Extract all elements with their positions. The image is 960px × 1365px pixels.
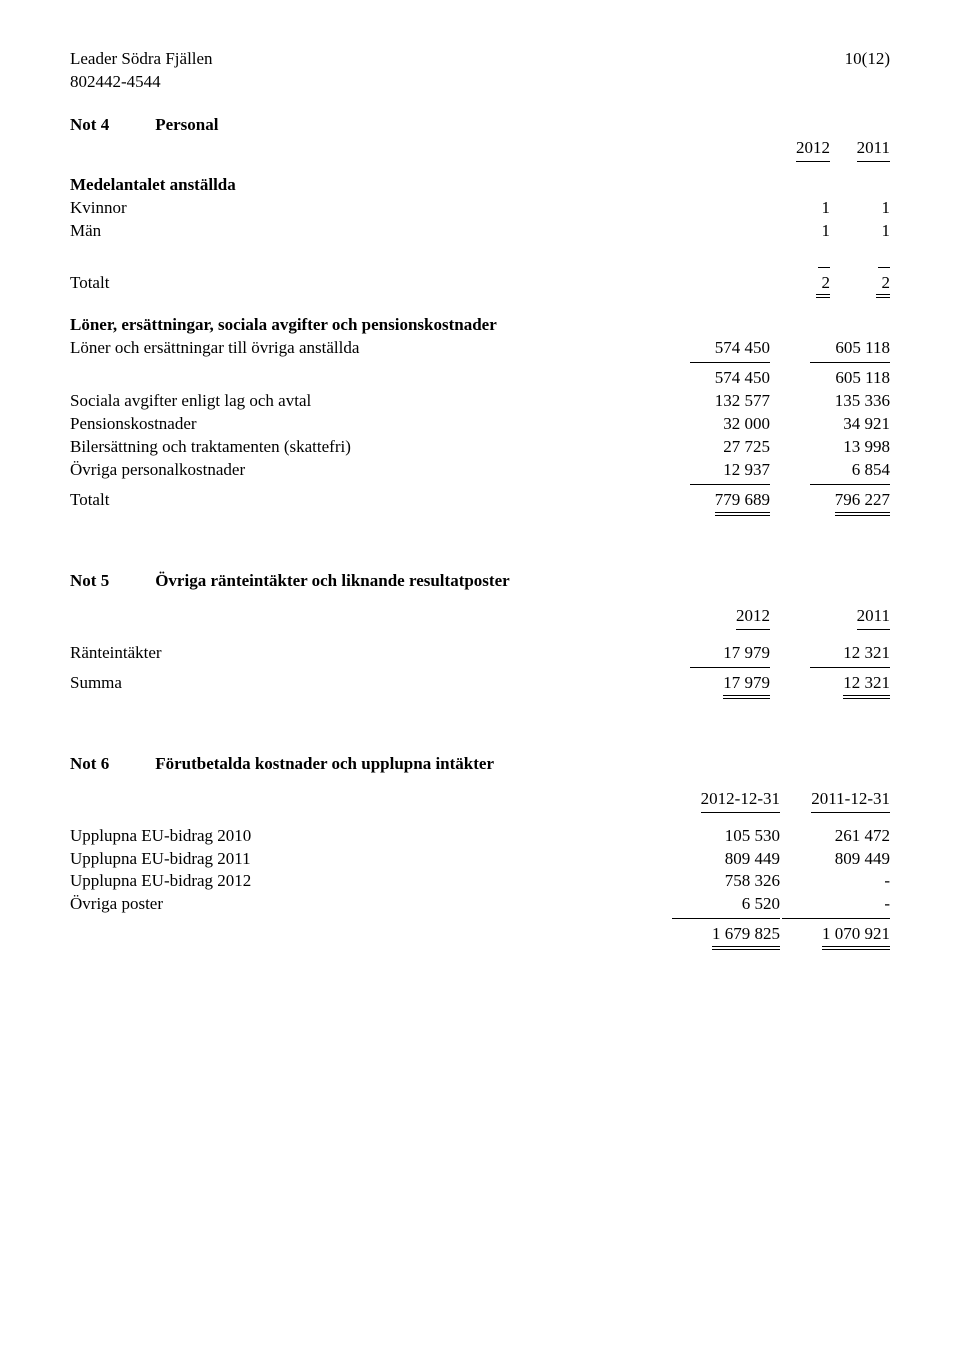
table-row: Bilersättning och traktamenten (skattefr… [70, 436, 890, 459]
table-row: Kvinnor11 [70, 197, 890, 220]
row-value: 105 530 [670, 825, 780, 848]
table-row: Upplupna EU-bidrag 2012758 326- [70, 870, 890, 893]
row-label: Pensionskostnader [70, 413, 650, 436]
row-label: Löner och ersättningar till övriga anstä… [70, 337, 650, 360]
page-indicator: 10(12) [845, 48, 890, 94]
not4-year-header: 2012 2011 [70, 137, 890, 162]
row-value: 6 854 [770, 459, 890, 482]
col-header: 2012-12-31 [701, 788, 780, 813]
row-value: 758 326 [670, 870, 780, 893]
row-value: 779 689 [715, 489, 770, 512]
row-value: 12 321 [770, 642, 890, 665]
row-value: 12 321 [843, 672, 890, 695]
row-value: 1 [830, 220, 890, 243]
not4-section2-title: Löner, ersättningar, sociala avgifter oc… [70, 314, 890, 337]
not5-heading: Not 5 Övriga ränteintäkter och liknande … [70, 570, 890, 593]
note-title: Förutbetalda kostnader och upplupna intä… [155, 753, 494, 776]
not4-subtotal2a: 574 450 605 118 [70, 367, 890, 390]
row-value: 6 520 [670, 893, 780, 916]
note-number: Not 5 [70, 570, 109, 593]
table-row: Män11 [70, 220, 890, 243]
row-value: 12 937 [650, 459, 770, 482]
row-value: - [780, 870, 890, 893]
row-value: 261 472 [780, 825, 890, 848]
row-value: 17 979 [723, 672, 770, 695]
row-label: Övriga poster [70, 893, 670, 916]
row-value: 135 336 [770, 390, 890, 413]
not6-total-rule [70, 916, 890, 919]
table-row: Pensionskostnader32 00034 921 [70, 413, 890, 436]
row-label: Kvinnor [70, 197, 770, 220]
not4-heading: Not 4 Personal [70, 114, 890, 137]
row-value: 27 725 [650, 436, 770, 459]
row-value: 132 577 [650, 390, 770, 413]
row-value: 1 [770, 220, 830, 243]
row-value: 1 [770, 197, 830, 220]
not4-total1-underline [70, 243, 890, 268]
page-header: Leader Södra Fjällen 802442-4544 10(12) [70, 48, 890, 94]
row-value: 32 000 [650, 413, 770, 436]
row-label: Totalt [70, 489, 650, 512]
table-row: Övriga personalkostnader12 9376 854 [70, 459, 890, 482]
not4-total2: Totalt 779 689 796 227 [70, 489, 890, 512]
not6-year-header: 2012-12-31 2011-12-31 [70, 788, 890, 813]
not5-year-header: 2012 2011 [70, 605, 890, 630]
table-row: Upplupna EU-bidrag 2011809 449809 449 [70, 848, 890, 871]
row-value: 605 118 [770, 367, 890, 390]
row-value: 574 450 [650, 337, 770, 360]
row-label: Totalt [70, 272, 770, 295]
not4-subtotal-rule [70, 360, 890, 363]
org-number: 802442-4544 [70, 71, 213, 94]
col-header: 2011-12-31 [811, 788, 890, 813]
note-number: Not 6 [70, 753, 109, 776]
note-title: Övriga ränteintäkter och liknande result… [155, 570, 509, 593]
row-value: 605 118 [770, 337, 890, 360]
not6-heading: Not 6 Förutbetalda kostnader och upplupn… [70, 753, 890, 776]
row-label: Bilersättning och traktamenten (skattefr… [70, 436, 650, 459]
row-value: 796 227 [835, 489, 890, 512]
note-title: Personal [155, 114, 218, 137]
table-row: Ränteintäkter17 97912 321 [70, 642, 890, 665]
row-value: 2 [816, 272, 830, 295]
col-header: 2011 [857, 605, 890, 630]
row-label: Sociala avgifter enligt lag och avtal [70, 390, 650, 413]
row-value: 13 998 [770, 436, 890, 459]
row-label: Summa [70, 672, 650, 695]
not4-total2-rule [70, 482, 890, 485]
row-value: 809 449 [780, 848, 890, 871]
note-number: Not 4 [70, 114, 109, 137]
row-label: Män [70, 220, 770, 243]
row-value: 574 450 [650, 367, 770, 390]
row-label: Ränteintäkter [70, 642, 650, 665]
table-row: Sociala avgifter enligt lag och avtal132… [70, 390, 890, 413]
row-value: 1 [830, 197, 890, 220]
row-value: 1 070 921 [822, 923, 890, 946]
row-label: Upplupna EU-bidrag 2010 [70, 825, 670, 848]
not4-section1-title: Medelantalet anställda [70, 174, 890, 197]
col-header: 2011 [857, 137, 890, 162]
row-value: 2 [876, 272, 890, 295]
col-header: 2012 [736, 605, 770, 630]
row-value: 809 449 [670, 848, 780, 871]
col-header: 2012 [796, 137, 830, 162]
row-value: - [780, 893, 890, 916]
row-value: 17 979 [650, 642, 770, 665]
not4-total1: Totalt 2 2 [70, 272, 890, 295]
table-row: Upplupna EU-bidrag 2010105 530261 472 [70, 825, 890, 848]
row-label: Övriga personalkostnader [70, 459, 650, 482]
row-value: 1 679 825 [712, 923, 780, 946]
table-row: Löner och ersättningar till övriga anstä… [70, 337, 890, 360]
not5-total-rule [70, 665, 890, 668]
table-row: Övriga poster6 520- [70, 893, 890, 916]
row-label: Upplupna EU-bidrag 2012 [70, 870, 670, 893]
not5-total: Summa 17 979 12 321 [70, 672, 890, 695]
not6-total: 1 679 825 1 070 921 [70, 923, 890, 946]
org-name: Leader Södra Fjällen [70, 48, 213, 71]
row-label: Upplupna EU-bidrag 2011 [70, 848, 670, 871]
row-value: 34 921 [770, 413, 890, 436]
